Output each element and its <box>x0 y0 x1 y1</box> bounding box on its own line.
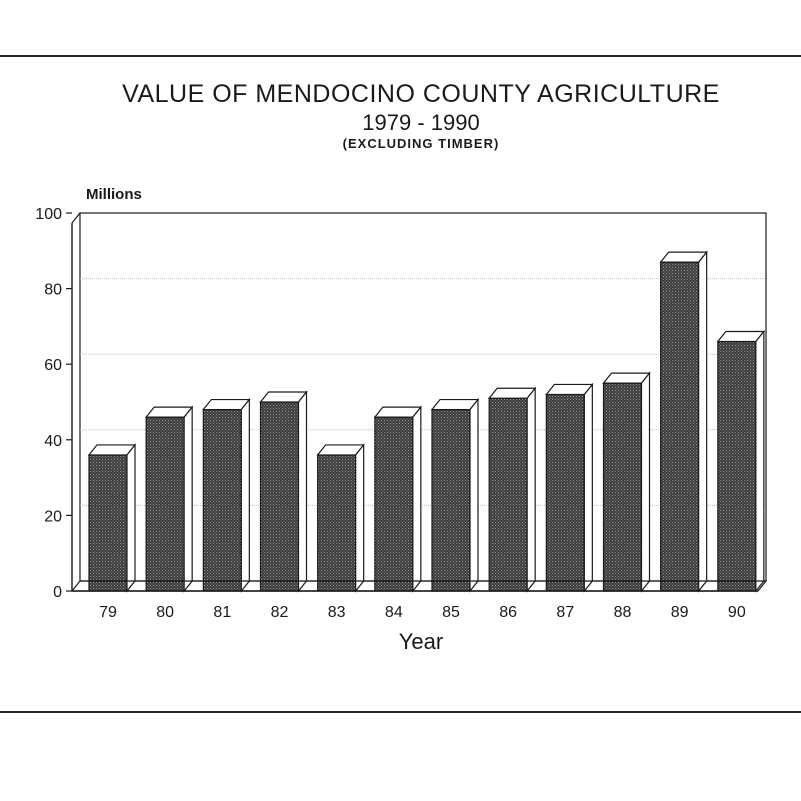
bar-front <box>431 408 471 592</box>
y-tick-label: 40 <box>44 433 62 450</box>
x-tick-label: 79 <box>99 604 117 621</box>
bar <box>259 390 308 593</box>
chart-note: (EXCLUDING TIMBER) <box>342 136 500 151</box>
bar-side <box>755 329 765 593</box>
bar-front <box>202 408 242 592</box>
bar <box>144 405 194 593</box>
bar <box>716 329 766 593</box>
bar-side <box>698 250 708 593</box>
bar <box>430 397 480 593</box>
bar <box>545 382 594 593</box>
bar-side <box>526 386 536 593</box>
bar-front <box>660 261 700 592</box>
bar-side <box>240 397 250 593</box>
x-tick-label: 80 <box>156 604 174 621</box>
frame-corner <box>71 212 81 224</box>
bar-side <box>183 405 193 593</box>
bar <box>202 397 251 593</box>
x-axis-label: Year <box>399 629 443 654</box>
chart-title: VALUE OF MENDOCINO COUNTY AGRICULTURE <box>122 80 720 108</box>
top-rule <box>0 55 801 57</box>
bar-side <box>469 397 479 593</box>
bar-front <box>259 401 300 592</box>
x-tick-label: 81 <box>213 604 231 621</box>
y-tick-label: 0 <box>53 584 62 601</box>
bar-side <box>640 371 651 593</box>
bar <box>316 443 365 593</box>
y-tick-label: 60 <box>44 357 62 374</box>
y-axis-label: Millions <box>86 186 142 203</box>
x-tick-label: 88 <box>614 604 632 621</box>
x-tick-label: 85 <box>442 604 460 621</box>
bar-front <box>317 454 357 592</box>
x-tick-label: 87 <box>556 604 574 621</box>
y-tick-label: 100 <box>35 206 62 223</box>
bar <box>659 250 708 593</box>
bar <box>602 371 651 593</box>
x-tick-label: 90 <box>728 604 746 621</box>
bar <box>487 386 537 593</box>
x-tick-label: 86 <box>499 604 517 621</box>
chart-subtitle: 1979 - 1990 <box>362 110 480 135</box>
bar-side <box>355 443 365 593</box>
y-tick-label: 80 <box>44 282 62 299</box>
bar-side <box>583 382 593 593</box>
x-tick-label: 83 <box>328 604 346 621</box>
bar <box>373 405 423 593</box>
bar-side <box>297 390 308 593</box>
x-tick-label: 89 <box>671 604 689 621</box>
bar-side <box>126 443 136 593</box>
bar-front <box>602 382 643 592</box>
bar-front <box>545 393 585 592</box>
x-tick-label: 82 <box>271 604 289 621</box>
chart-floor <box>70 580 768 592</box>
bar-side <box>412 405 422 593</box>
bottom-rule <box>0 711 801 713</box>
bar <box>87 443 137 593</box>
x-tick-label: 84 <box>385 604 403 621</box>
bar-front <box>88 454 128 592</box>
bar-front <box>488 397 528 592</box>
y-tick-label: 20 <box>44 508 62 525</box>
bar-front <box>374 416 414 592</box>
bar-front <box>145 416 185 592</box>
bar-front <box>717 340 757 592</box>
